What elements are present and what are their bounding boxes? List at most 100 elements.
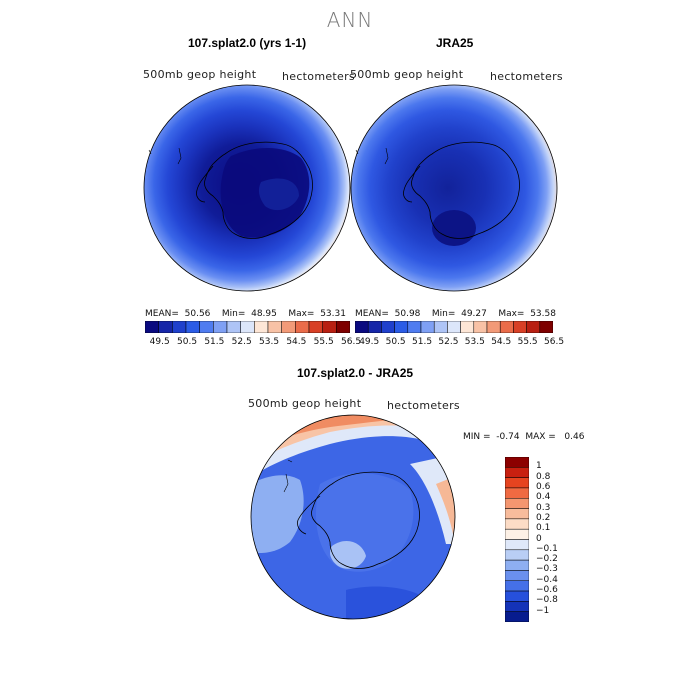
- colorbar-difference-tick-label: 0.4: [536, 492, 551, 503]
- colorbar-model-swatch: [267, 321, 282, 333]
- colorbar-model-swatch: [158, 321, 173, 333]
- map-obs-island: [355, 149, 359, 155]
- colorbar-difference-tick-label: −0.3: [536, 564, 558, 575]
- colorbar-obs-swatch: [473, 321, 488, 333]
- colorbar-model: [145, 321, 350, 333]
- diff-south-america: [283, 473, 289, 493]
- colorbar-obs-swatch: [447, 321, 461, 333]
- colorbar-obs-swatch: [381, 321, 395, 333]
- colorbar-model-labels: 49.5 50.5 51.5 52.5 53.5 54.5 55.5 56.5: [145, 337, 361, 349]
- colorbar-obs-swatch: [499, 321, 514, 333]
- colorbar-model-swatch: [185, 321, 200, 333]
- panel-1-title: 107.splat2.0 (yrs 1-1): [188, 36, 307, 50]
- diff-max-label: MAX =: [525, 432, 556, 442]
- diff-panel-title: 107.splat2.0 - JRA25: [297, 366, 414, 380]
- colorbar-model-swatch: [281, 321, 296, 333]
- colorbar-difference-swatch: [505, 580, 529, 592]
- colorbar-difference-swatch: [505, 570, 529, 581]
- colorbar-difference-swatch: [505, 559, 529, 571]
- diff-peninsula: [297, 495, 321, 535]
- panel-1-mean-value: 50.56: [184, 309, 211, 319]
- panel-2-min-label: Min=: [431, 309, 456, 319]
- panel-2-stats: MEAN= 50.98 Min= 49.27 Max= 53.58: [355, 309, 556, 319]
- colorbar-difference-tick-label: −1: [536, 605, 550, 616]
- colorbar-obs-labels: 49.5 50.5 51.5 52.5 53.5 54.5 55.5 56.5: [355, 337, 564, 349]
- colorbar-difference-tick-label: 1: [536, 461, 542, 472]
- colorbar-model-swatch: [226, 321, 241, 333]
- colorbar-difference-labels: 1 0.8 0.6 0.4 0.3 0.2 0.1 0 −0.1 −0.2 −0.3 −0.4 −0.6…: [536, 457, 576, 622]
- colorbar-difference-tick-label: −0.6: [536, 585, 558, 596]
- diff-island: [287, 459, 293, 463]
- panel-1-variable-label: 500mb geop height: [143, 68, 257, 81]
- panel-2-mean-label: MEAN=: [355, 309, 389, 319]
- colorbar-model-tick-label: 52.5: [231, 337, 252, 347]
- colorbar-model-tick-label: 54.5: [286, 337, 307, 347]
- diff-frame: [250, 414, 456, 620]
- map-difference: [250, 414, 456, 620]
- panel-1-min-value: 48.95: [251, 309, 277, 319]
- colorbar-difference-tick-label: −0.2: [536, 554, 558, 565]
- diff-min-value: -0.74: [496, 432, 520, 442]
- map-obs-south-america: [384, 147, 389, 165]
- diff-coastline: [311, 471, 420, 569]
- colorbar-model-swatch: [322, 321, 337, 333]
- panel-1-max-value: 53.31: [320, 309, 346, 319]
- map-model: [143, 84, 351, 292]
- colorbar-difference-swatch: [505, 498, 529, 509]
- map-model-peninsula: [196, 165, 214, 203]
- diff-panel-variable-label: 500mb geop height: [248, 397, 362, 410]
- diff-panel-units-label: hectometers: [387, 399, 460, 412]
- panel-2-title: JRA25: [436, 36, 474, 50]
- colorbar-obs-tick-label: 56.5: [544, 337, 565, 347]
- panel-2-mean-value: 50.98: [394, 309, 421, 319]
- colorbar-difference-swatch: [505, 508, 529, 520]
- panel-1-units-label: hectometers: [282, 70, 355, 83]
- colorbar-model-swatch: [240, 321, 255, 333]
- colorbar-difference-tick-label: −0.1: [536, 543, 558, 554]
- panel-2-min-value: 49.27: [461, 309, 487, 319]
- colorbar-obs-tick-label: 55.5: [517, 337, 538, 347]
- diff-positive-core: [290, 415, 440, 436]
- colorbar-obs-swatch: [513, 321, 527, 333]
- colorbar-model-swatch: [172, 321, 187, 333]
- diff-min-label: MIN =: [463, 432, 491, 442]
- colorbar-obs-swatch: [539, 321, 553, 333]
- panel-2-variable-label: 500mb geop height: [350, 68, 464, 81]
- colorbar-obs-swatch: [367, 321, 382, 333]
- colorbar-obs-swatch: [526, 321, 541, 333]
- colorbar-model-swatch: [254, 321, 269, 333]
- colorbar-model-swatch: [199, 321, 214, 333]
- diff-east-positive: [436, 476, 455, 540]
- colorbar-difference-swatch: [505, 518, 529, 530]
- colorbar-model-tick-label: 53.5: [259, 337, 280, 347]
- colorbar-difference-tick-label: 0: [536, 533, 542, 544]
- colorbar-difference-tick-label: 0.8: [536, 471, 551, 482]
- colorbar-obs-swatch: [486, 321, 501, 333]
- colorbar-model-tick-label: 50.5: [177, 337, 198, 347]
- colorbar-model-tick-label: 49.5: [149, 337, 170, 347]
- colorbar-obs-tick-label: 51.5: [412, 337, 433, 347]
- map-obs-minimum: [432, 210, 476, 246]
- colorbar-difference-swatch: [505, 549, 529, 561]
- colorbar-model-swatch: [295, 321, 310, 333]
- colorbar-difference-tick-label: 0.3: [536, 502, 551, 513]
- colorbar-difference-swatch: [505, 477, 529, 489]
- diff-west-lobe: [251, 475, 304, 553]
- colorbar-obs-tick-label: 54.5: [491, 337, 512, 347]
- map-obs-peninsula: [403, 165, 421, 203]
- panel-2-units-label: hectometers: [490, 70, 563, 83]
- colorbar-model-tick-label: 55.5: [313, 337, 334, 347]
- colorbar-model-swatch: [213, 321, 228, 333]
- colorbar-obs-tick-label: 53.5: [464, 337, 485, 347]
- colorbar-model-swatch: [145, 321, 159, 333]
- colorbar-model-tick-label: 51.5: [204, 337, 225, 347]
- diff-east-band: [410, 454, 455, 544]
- map-model-south-america: [177, 147, 182, 165]
- colorbar-obs-swatch: [420, 321, 435, 333]
- colorbar-obs-swatch: [394, 321, 409, 333]
- colorbar-difference-swatch: [505, 467, 529, 478]
- colorbar-difference-tick-label: 0.1: [536, 523, 551, 534]
- colorbar-difference-swatch: [505, 611, 529, 622]
- colorbar-difference-tick-label: 0.2: [536, 512, 551, 523]
- colorbar-obs-swatch: [433, 321, 448, 333]
